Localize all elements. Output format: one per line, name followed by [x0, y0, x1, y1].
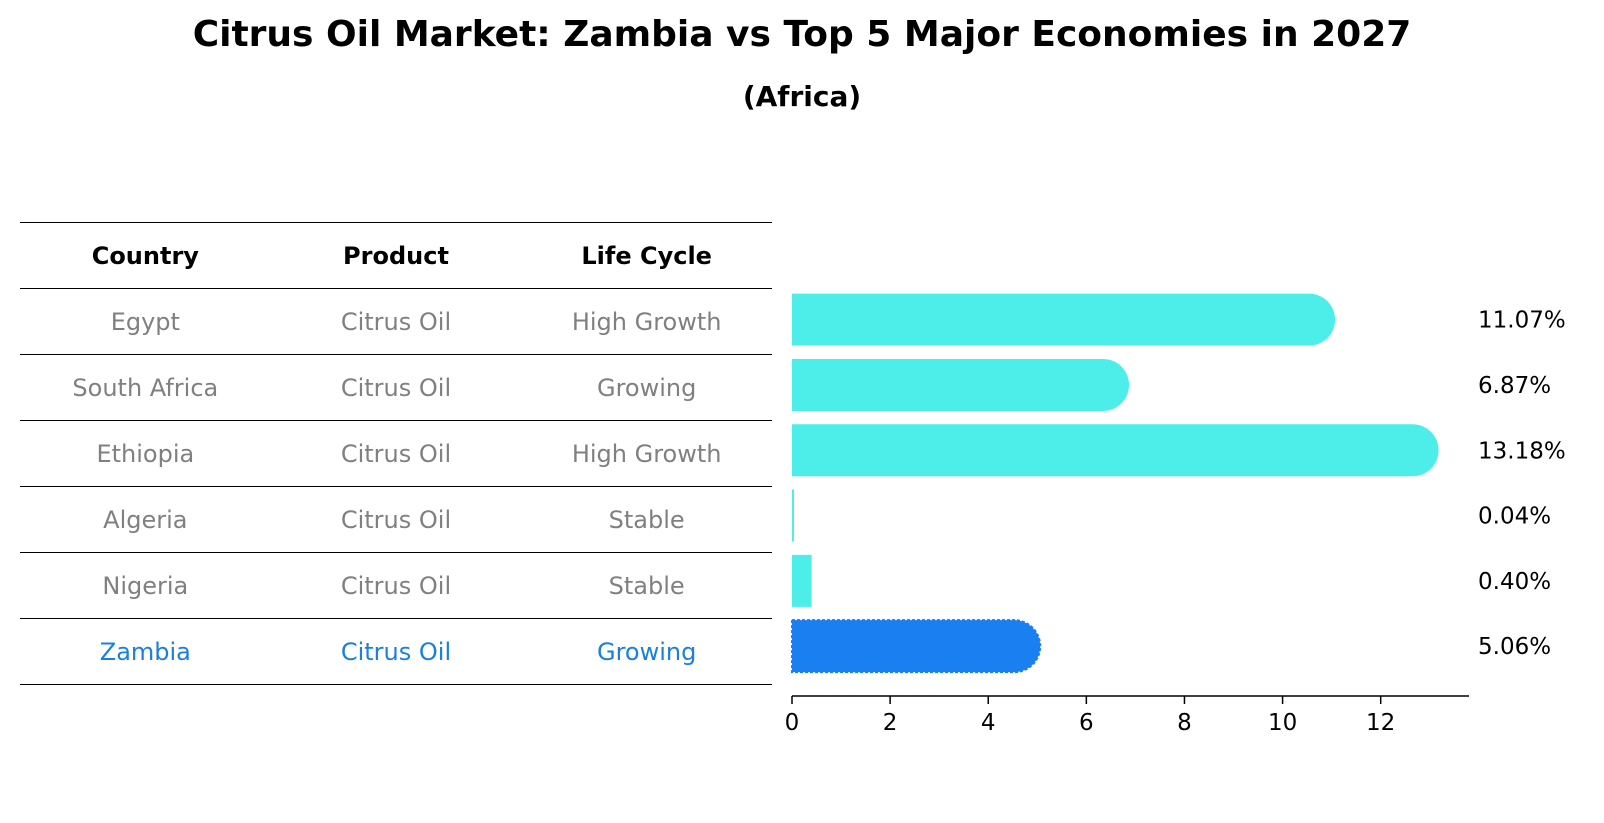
country-table: Country Product Life Cycle Egypt Citrus … [20, 222, 772, 685]
bar-south-africa [792, 358, 1130, 411]
cell-life-cycle: Stable [521, 486, 772, 553]
cell-country: Ethiopia [20, 420, 271, 487]
cell-country: South Africa [20, 354, 271, 421]
bar-zambia [791, 619, 1042, 674]
value-label: 13.18% [1478, 438, 1566, 464]
cell-life-cycle: Growing [521, 618, 772, 685]
chart-title: Citrus Oil Market: Zambia vs Top 5 Major… [192, 14, 1412, 55]
value-label: 0.04% [1478, 504, 1551, 530]
x-tick-label: 10 [1268, 710, 1297, 736]
cell-country: Nigeria [20, 552, 271, 619]
cell-product: Citrus Oil [270, 288, 522, 355]
table-row: Nigeria Citrus Oil Stable [20, 552, 772, 619]
table-row: South Africa Citrus Oil Growing [20, 354, 772, 421]
table-header-row: Country Product Life Cycle [20, 222, 772, 289]
cell-life-cycle: High Growth [521, 420, 772, 487]
x-tick-label: 4 [981, 710, 996, 736]
x-tick-label: 2 [883, 710, 898, 736]
cell-country: Zambia [20, 618, 271, 685]
x-tick-label: 12 [1366, 710, 1395, 736]
cell-life-cycle: High Growth [521, 288, 772, 355]
table-row: Algeria Citrus Oil Stable [20, 486, 772, 553]
value-label: 11.07% [1478, 308, 1566, 334]
chart-subtitle: (Africa) [742, 80, 862, 113]
bar-ethiopia [792, 424, 1439, 477]
cell-product: Citrus Oil [270, 354, 522, 421]
cell-product: Citrus Oil [270, 552, 522, 619]
value-label: 5.06% [1478, 634, 1551, 660]
x-tick-label: 8 [1177, 710, 1192, 736]
cell-product: Citrus Oil [270, 618, 522, 685]
cell-product: Citrus Oil [270, 420, 522, 487]
cell-product: Citrus Oil [270, 486, 522, 553]
table-row: Ethiopia Citrus Oil High Growth [20, 420, 772, 487]
x-tick-label: 6 [1079, 710, 1094, 736]
header-product: Product [270, 222, 522, 289]
x-tick-label: 0 [785, 710, 800, 736]
table-row-highlight: Zambia Citrus Oil Growing [20, 618, 772, 685]
cell-life-cycle: Stable [521, 552, 772, 619]
cell-life-cycle: Growing [521, 354, 772, 421]
cell-country: Algeria [20, 486, 271, 553]
bar-nigeria [792, 554, 812, 607]
header-country: Country [20, 222, 271, 289]
value-label: 0.40% [1478, 569, 1551, 595]
bar-algeria [792, 489, 794, 542]
header-life-cycle: Life Cycle [521, 222, 772, 289]
value-label: 6.87% [1478, 373, 1551, 399]
table-row: Egypt Citrus Oil High Growth [20, 288, 772, 355]
bar-egypt [792, 293, 1336, 346]
cell-country: Egypt [20, 288, 271, 355]
